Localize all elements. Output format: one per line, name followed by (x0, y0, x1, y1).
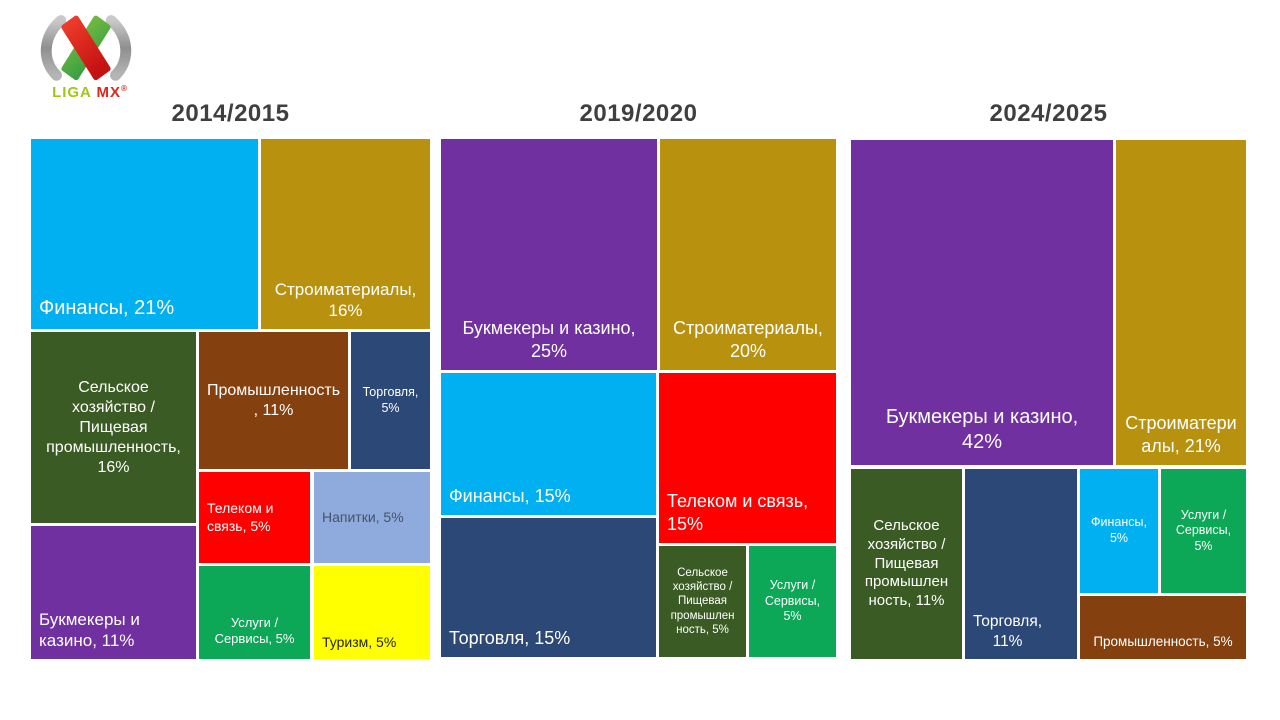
treemap1-cell-agriculture-food: Сельское хозяйство / Пищевая промышленно… (31, 332, 196, 523)
cell-label: Торговля, 11% (973, 613, 1043, 650)
cell-label: Букмекеры и казино, 25% (462, 318, 636, 361)
cell-label: Финансы, 21% (39, 297, 175, 319)
cell-label: Сельское хозяйство / Пищевая промышлен н… (864, 517, 949, 610)
treemap1-cell-finance: Финансы, 21% (31, 139, 258, 329)
cell-label: Туризм, 5% (322, 633, 397, 650)
cell-label: Телеком и связь, 15% (667, 491, 809, 534)
cell-label: Строиматериалы, 20% (673, 318, 823, 361)
treemap1-cell-trade: Торговля, 5% (351, 332, 430, 469)
treemap1-cell-construction-materials: Строиматериалы, 16% (261, 139, 430, 329)
treemap2-cell-services: Услуги / Сервисы, 5% (749, 546, 836, 657)
cell-label: Финансы, 15% (449, 485, 571, 506)
treemap2-cell-trade: Торговля, 15% (441, 518, 656, 657)
treemap2-cell-betting-casino: Букмекеры и казино, 25% (441, 139, 657, 370)
wordmark-liga: LIGA (52, 84, 92, 101)
treemap3-cell-construction-materials: Строиматери алы, 21% (1116, 140, 1246, 465)
cell-label: Сельское хозяйство / Пищевая промышлен н… (670, 566, 735, 637)
treemap1-cell-betting-casino: Букмекеры и казино, 11% (31, 526, 196, 659)
cell-label: Промышленность , 11% (206, 381, 341, 419)
treemap1-cell-industry: Промышленность , 11% (199, 332, 348, 469)
treemap3-cell-finance: Финансы, 5% (1080, 469, 1158, 593)
cell-label: Финансы, 5% (1091, 515, 1147, 545)
treemap3-cell-services: Услуги / Сервисы, 5% (1161, 469, 1246, 593)
treemap3-cell-industry: Промышленность, 5% (1080, 596, 1246, 659)
treemap1-cell-telecom: Телеком и связь, 5% (199, 472, 310, 563)
cell-label: Услуги / Сервисы, 5% (764, 578, 821, 624)
treemap1-cell-beverages: Напитки, 5% (314, 472, 430, 563)
treemap1-cell-services: Услуги / Сервисы, 5% (199, 566, 310, 659)
cell-label: Промышленность, 5% (1093, 634, 1233, 650)
chart-title-2024-2025: 2024/2025 (989, 100, 1108, 127)
treemap3-cell-agriculture-food: Сельское хозяйство / Пищевая промышлен н… (851, 469, 962, 659)
cell-label: Букмекеры и казино, 42% (885, 406, 1079, 453)
liga-mx-crest-icon (40, 15, 132, 81)
treemap2-cell-construction-materials: Строиматериалы, 20% (660, 139, 836, 370)
cell-label: Напитки, 5% (322, 508, 404, 525)
treemap2-cell-finance: Финансы, 15% (441, 373, 656, 515)
cell-label: Букмекеры и казино, 11% (39, 609, 140, 650)
cell-label: Строиматериалы, 16% (274, 279, 417, 320)
treemap3-cell-trade: Торговля, 11% (965, 469, 1077, 659)
wordmark-mx: MX (96, 84, 122, 101)
chart-title-2014-2015: 2014/2015 (171, 100, 290, 127)
cell-label: Услуги / Сервисы, 5% (1175, 507, 1232, 553)
cell-label: Сельское хозяйство / Пищевая промышленно… (46, 378, 181, 476)
cell-label: Строиматери алы, 21% (1125, 413, 1237, 456)
cell-label: Торговля, 15% (449, 627, 571, 648)
treemap3-cell-betting-casino: Букмекеры и казино, 42% (851, 140, 1113, 465)
cell-label: Торговля, 5% (362, 384, 419, 415)
registered-mark: ® (121, 84, 128, 93)
cell-label: Услуги / Сервисы, 5% (214, 614, 295, 646)
treemap2-cell-agriculture-food: Сельское хозяйство / Пищевая промышлен н… (659, 546, 746, 657)
liga-mx-logo: LIGA MX® (30, 8, 150, 104)
treemap1-cell-tourism: Туризм, 5% (314, 566, 430, 659)
cell-label: Телеком и связь, 5% (207, 500, 274, 534)
treemap2-cell-telecom: Телеком и связь, 15% (659, 373, 836, 543)
chart-title-2019-2020: 2019/2020 (579, 100, 698, 127)
liga-mx-wordmark: LIGA MX® (30, 84, 150, 101)
